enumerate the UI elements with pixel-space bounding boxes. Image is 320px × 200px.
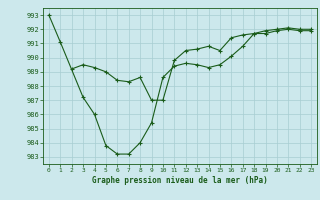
X-axis label: Graphe pression niveau de la mer (hPa): Graphe pression niveau de la mer (hPa)	[92, 176, 268, 185]
